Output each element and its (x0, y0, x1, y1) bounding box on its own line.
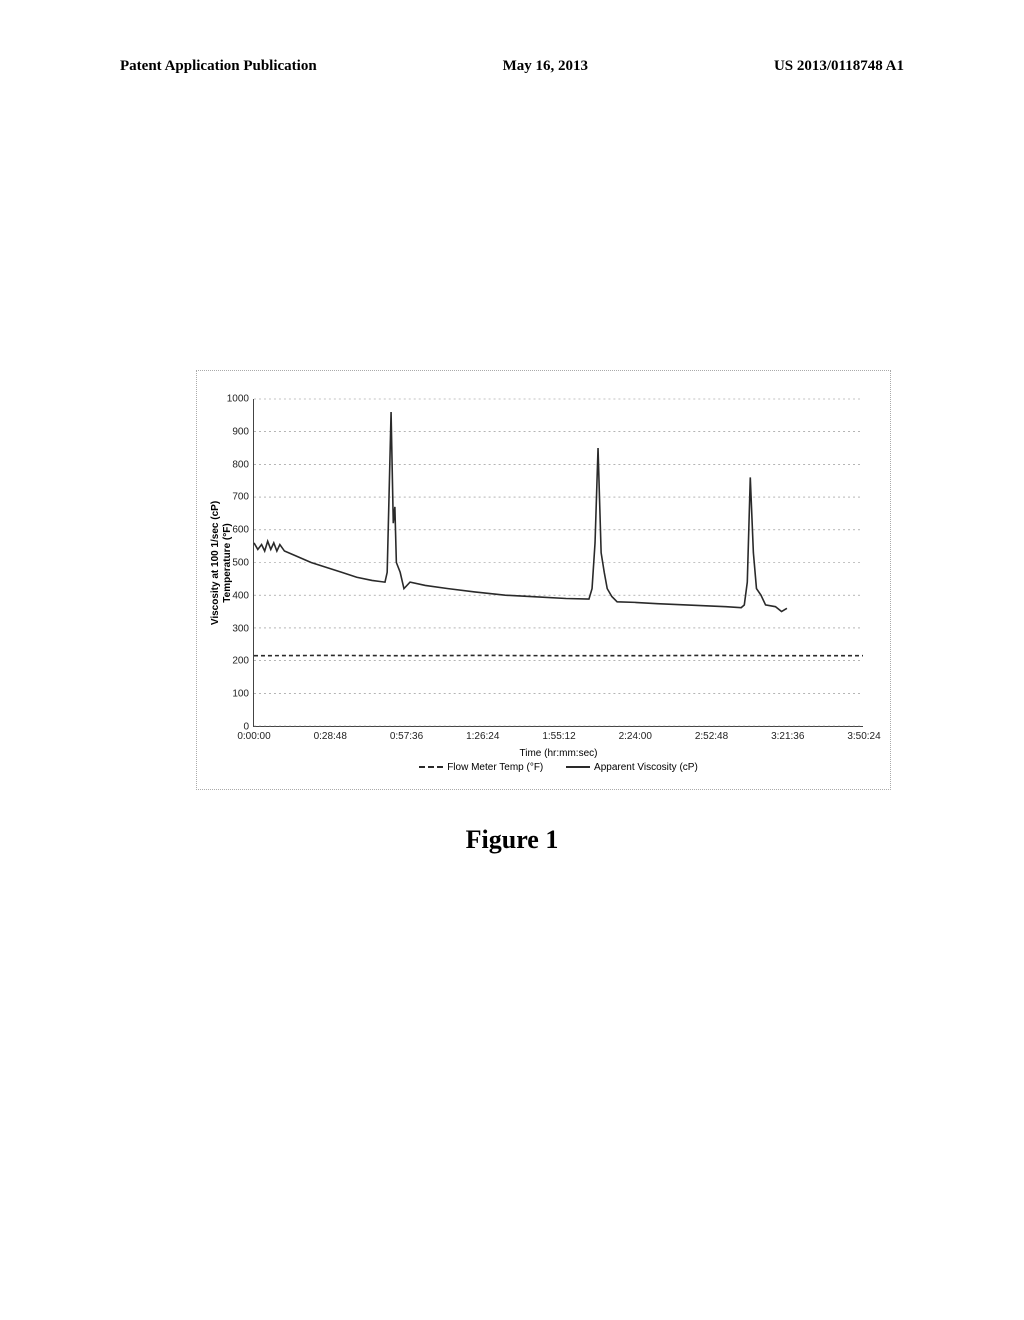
y-tick-label: 600 (232, 525, 254, 536)
y-tick-label: 400 (232, 590, 254, 601)
x-tick-label: 2:24:00 (619, 726, 652, 742)
y-tick-label: 1000 (227, 394, 254, 405)
header-left: Patent Application Publication (120, 58, 317, 75)
chart-legend: Flow Meter Temp (°F) Apparent Viscosity … (254, 760, 863, 773)
x-tick-label: 3:21:36 (771, 726, 804, 742)
header-center: May 16, 2013 (503, 58, 588, 75)
x-tick-label: 0:00:00 (237, 726, 270, 742)
x-axis-label: Time (hr:mm:sec) (254, 748, 863, 759)
chart-svg (254, 399, 863, 726)
y-tick-label: 300 (232, 623, 254, 634)
y-axis-label: Viscosity at 100 1/sec (cP) Temperature … (210, 500, 234, 624)
y-tick-label: 100 (232, 689, 254, 700)
header-right: US 2013/0118748 A1 (774, 58, 904, 75)
y-axis-label-line1: Viscosity at 100 1/sec (cP) (210, 500, 221, 624)
legend-swatch-icon (419, 766, 443, 768)
y-tick-label: 700 (232, 492, 254, 503)
legend-swatch-icon (566, 766, 590, 768)
legend-label: Flow Meter Temp (°F) (447, 762, 543, 773)
x-tick-label: 0:28:48 (314, 726, 347, 742)
legend-item-visc: Apparent Viscosity (cP) (566, 762, 698, 773)
y-tick-label: 800 (232, 459, 254, 470)
legend-item-temp: Flow Meter Temp (°F) (419, 762, 543, 773)
page-header: Patent Application Publication May 16, 2… (0, 58, 1024, 75)
y-tick-label: 500 (232, 558, 254, 569)
legend-label: Apparent Viscosity (cP) (594, 762, 698, 773)
y-tick-label: 900 (232, 426, 254, 437)
chart-container: Viscosity at 100 1/sec (cP) Temperature … (196, 370, 891, 790)
figure-caption: Figure 1 (0, 825, 1024, 855)
x-tick-label: 2:52:48 (695, 726, 728, 742)
plot-area: Viscosity at 100 1/sec (cP) Temperature … (253, 399, 863, 727)
x-tick-label: 0:57:36 (390, 726, 423, 742)
series-viscosity (254, 412, 787, 611)
x-tick-label: 1:26:24 (466, 726, 499, 742)
y-tick-label: 200 (232, 656, 254, 667)
x-tick-label: 3:50:24 (847, 726, 880, 742)
x-tick-label: 1:55:12 (542, 726, 575, 742)
